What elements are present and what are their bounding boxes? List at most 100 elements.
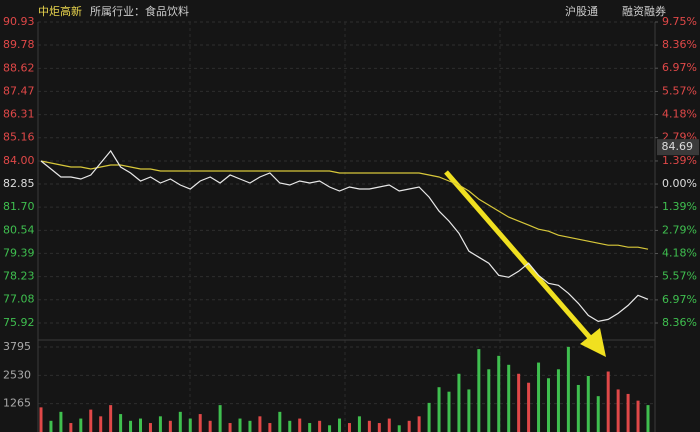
volume-bar [178, 411, 182, 432]
y-tick-label: 79.39 [3, 246, 35, 259]
volume-bar [288, 420, 292, 432]
y2-tick-label: 0.00% [662, 177, 697, 190]
y-tick-label: 80.54 [3, 223, 35, 236]
volume-bar [586, 376, 590, 432]
price-tag: 84.69 [662, 140, 694, 153]
volume-bar [377, 423, 381, 432]
volume-bar [497, 355, 501, 432]
volume-tick-label: 3795 [3, 340, 31, 353]
volume-bar [308, 423, 312, 432]
volume-bar [208, 420, 212, 432]
y2-tick-label: 2.79% [662, 223, 697, 236]
volume-bar [109, 405, 113, 432]
volume-bar [148, 423, 152, 432]
volume-bar [556, 369, 560, 432]
y-tick-label: 86.31 [3, 108, 35, 121]
volume-bar [278, 411, 282, 432]
volume-bar [228, 423, 232, 432]
volume-bar [527, 382, 531, 432]
volume-bar [99, 416, 103, 432]
industry[interactable]: 所属行业：食品饮料 [90, 4, 189, 18]
volume-bar [89, 409, 93, 432]
y-tick-label: 89.78 [3, 38, 35, 51]
volume-bar [39, 407, 43, 432]
y-tick-label: 90.93 [3, 15, 35, 28]
annotation-arrow [444, 170, 606, 357]
y-tick-label: 77.08 [3, 293, 35, 306]
stock-name: 中炬高新 [38, 4, 82, 18]
volume-bar [328, 425, 332, 432]
series-line [40, 149, 649, 323]
volume-bar [427, 402, 431, 432]
volume-bar [158, 416, 162, 432]
volume-bar [238, 418, 242, 432]
volume-bar [387, 418, 391, 432]
volume-bar [546, 378, 550, 432]
price-tag-box [657, 139, 699, 156]
volume-bar [576, 384, 580, 432]
y2-tick-label: 9.75% [662, 15, 697, 28]
volume-bar [268, 423, 272, 432]
volume-bar [59, 411, 63, 432]
y2-tick-label: 8.36% [662, 316, 697, 329]
y2-tick-label: 5.57% [662, 84, 697, 97]
volume-bar [477, 349, 481, 432]
tag[interactable]: 融资融券 [622, 4, 666, 18]
y2-tick-label: 5.57% [662, 270, 697, 283]
y-tick-label: 81.70 [3, 200, 35, 213]
y2-tick-label: 4.18% [662, 247, 697, 260]
volume-bar [457, 373, 461, 432]
volume-bar [347, 423, 351, 432]
volume-bar [537, 362, 541, 432]
volume-bar [188, 418, 192, 432]
volume-bar [487, 369, 491, 432]
grid [38, 21, 655, 432]
y-tick-label: 85.16 [3, 131, 35, 144]
y-tick-label: 88.62 [3, 61, 35, 74]
volume-tick-label: 1265 [3, 397, 31, 410]
volume-bar [407, 420, 411, 432]
volume-bar [367, 420, 371, 432]
volume-bar [139, 418, 143, 432]
volume-bar [318, 420, 322, 432]
volume-bar [626, 393, 630, 432]
y-tick-label: 87.47 [3, 84, 35, 97]
series-line [40, 160, 649, 250]
y-tick-label: 78.23 [3, 270, 35, 283]
volume-bar [437, 387, 441, 432]
y2-tick-label: 6.97% [662, 61, 697, 74]
volume-bar [467, 389, 471, 432]
volume-bar [49, 420, 53, 432]
volume-bar [218, 405, 222, 432]
volume-bar [119, 414, 123, 432]
y2-tick-label: 4.18% [662, 108, 697, 121]
tag[interactable]: 沪股通 [565, 4, 598, 18]
volume-bar [198, 414, 202, 432]
volume-bar [646, 405, 650, 432]
volume-bar [69, 423, 73, 432]
volume-bar [616, 389, 620, 432]
volume-bar [168, 420, 172, 432]
volume-bar [447, 391, 451, 432]
volume-bar [248, 420, 252, 432]
volume-bar [258, 416, 262, 432]
y2-tick-label: 1.39% [662, 154, 697, 167]
volume-bar [129, 420, 133, 432]
volume-bar [606, 371, 610, 432]
y2-tick-label: 8.36% [662, 38, 697, 51]
y2-tick-label: 1.39% [662, 200, 697, 213]
y-tick-label: 75.92 [3, 316, 35, 329]
y-tick-label: 82.85 [3, 177, 35, 190]
volume-bar [298, 418, 302, 432]
y-tick-label: 84.00 [3, 154, 35, 167]
volume-bar [397, 425, 401, 432]
volume-bar [357, 416, 361, 432]
y2-tick-label: 6.97% [662, 293, 697, 306]
volume-bar [79, 418, 83, 432]
volume-bar [636, 400, 640, 432]
volume-bar [417, 416, 421, 432]
volume-tick-label: 2530 [3, 368, 31, 381]
volume-bar [596, 396, 600, 432]
